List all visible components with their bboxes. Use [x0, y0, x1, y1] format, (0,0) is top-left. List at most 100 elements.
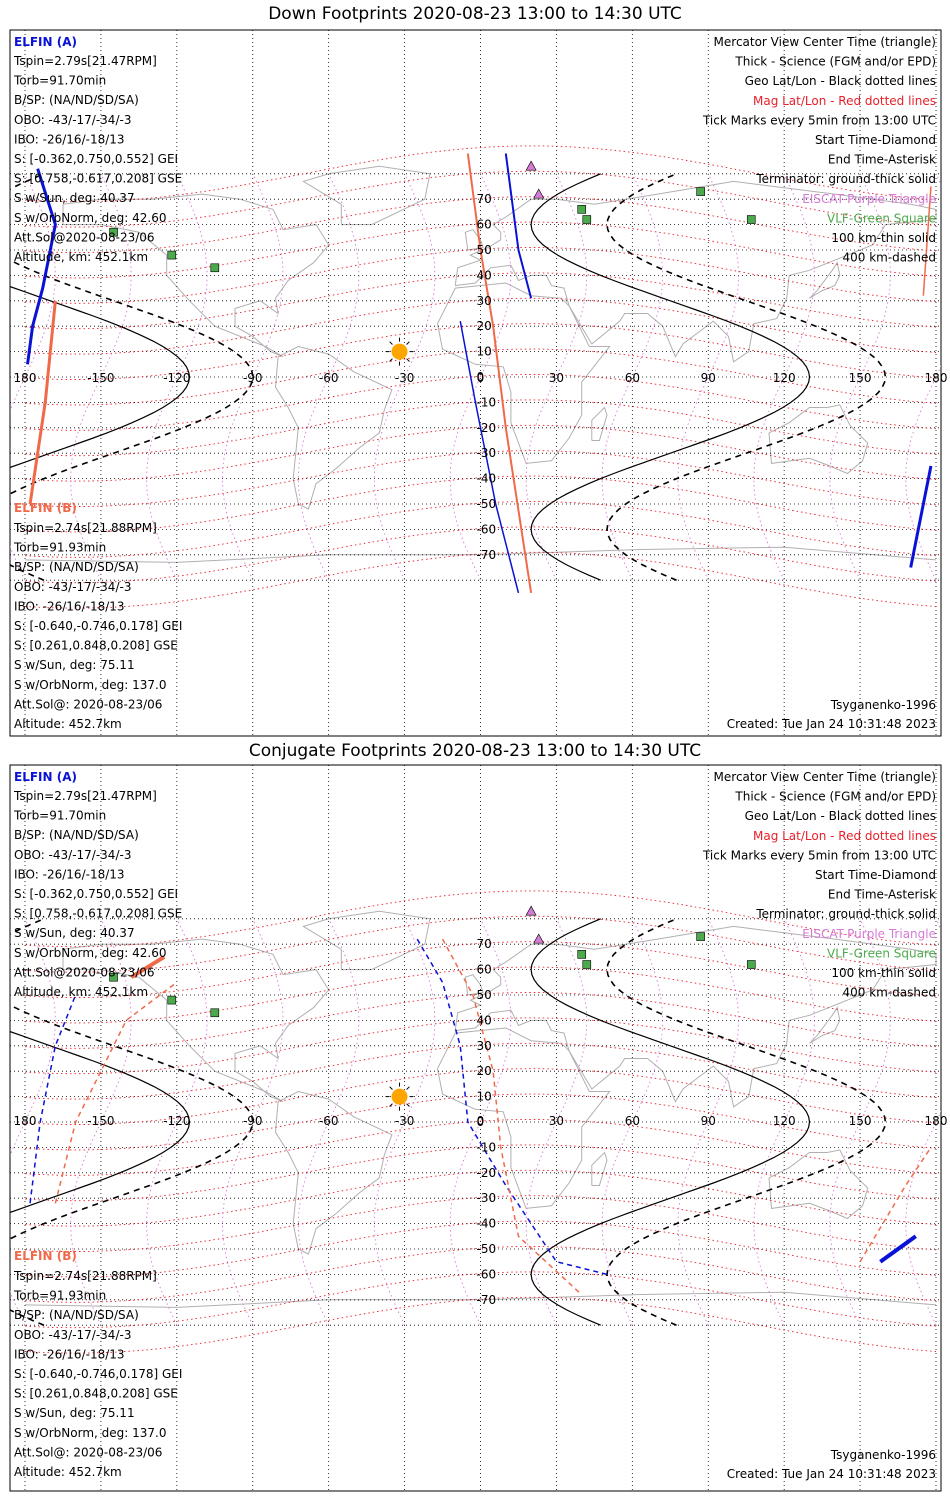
- elfin-b-info-line: Torb=91.93min: [13, 541, 106, 555]
- mag-meridian: [373, 918, 436, 1326]
- mag-parallel: [24, 1093, 937, 1151]
- elfin-b-info-line: Att.Sol@: 2020-08-23/06: [14, 697, 162, 711]
- coastline-8: [591, 1151, 608, 1186]
- vlf-square-icon: [109, 227, 118, 237]
- mag-parallel: [24, 890, 937, 948]
- mag-parallel: [24, 1296, 937, 1354]
- elfin-a-info-line: OBO: -43/-17/-34/-3: [14, 113, 131, 127]
- lat-tick-labels: 70 60 50 40 30 20 10 0 -10 -20 -30 -40 -50 -60 -70: [477, 192, 497, 562]
- legend-item: Start Time-Diamond: [815, 133, 936, 147]
- elfin-b-info: ELFIN (B) Tspin=2.74s[21.88RPM] Torb=91.9…: [13, 501, 182, 731]
- model-label: Tsyganenko-1996: [830, 1448, 936, 1462]
- elfin-a-info-line: IBO: -26/16/-18/13: [14, 867, 125, 881]
- mag-meridian: [601, 918, 664, 1326]
- eiscat-triangle-icon: [525, 160, 537, 171]
- lat-tick-label: 20: [477, 319, 492, 333]
- elfin-a-info-line: B/SP: (NA/ND/SD/SA): [14, 828, 139, 842]
- elfin-b-info-line: Altitude: 452.7km: [14, 717, 122, 731]
- mag-meridian: [677, 918, 740, 1326]
- lat-tick-label: 30: [477, 1039, 492, 1053]
- elfin-b-info-line: IBO: -26/16/-18/13: [14, 599, 125, 613]
- elfin-a-info-line: Tspin=2.79s[21.47RPM]: [13, 789, 157, 803]
- legend-item: VLF-Green Square: [827, 946, 936, 960]
- lon-tick-labels: 180 -150 -120 -90 -60 -30 0 30 60 90 120 150 180: [14, 371, 948, 385]
- legend-item: End Time-Asterisk: [828, 153, 936, 167]
- mag-parallel: [24, 170, 937, 228]
- mag-parallel: [24, 551, 937, 609]
- lon-tick-label: -30: [395, 371, 415, 385]
- elfin-b-track-east: [922, 186, 932, 296]
- lat-tick-label: -60: [477, 1267, 497, 1281]
- elfin-b-info-line: S: [0.261,0.848,0.208] GSE: [14, 1387, 178, 1401]
- legend-item: Mercator View Center Time (triangle): [714, 35, 936, 49]
- lat-tick-label: -20: [477, 1166, 497, 1180]
- sun-icon: [385, 337, 414, 366]
- elfin-b-info-line: Altitude: 452.7km: [14, 1465, 122, 1479]
- mag-parallel: [24, 992, 937, 1049]
- legend-item: Terminator: ground-thick solid: [755, 172, 936, 186]
- elfin-b-info-line: S: [0.261,0.848,0.208] GSE: [14, 639, 178, 653]
- legend-item: EISCAT-Purple Triangle: [802, 927, 936, 941]
- legend-item: EISCAT-Purple Triangle: [802, 192, 936, 206]
- vlf-square-icon: [577, 950, 587, 959]
- legend-item: VLF-Green Square: [827, 211, 936, 225]
- mag-parallel: [24, 272, 937, 330]
- lon-tick-label: 180: [14, 371, 37, 385]
- mag-meridian: [221, 918, 284, 1326]
- vlf-square-icon: [167, 250, 177, 260]
- legend-item: Tick Marks every 5min from 13:00 UTC: [702, 113, 936, 127]
- elfin-a-info-line: S: [0.758,-0.617,0.208] GSE: [14, 907, 182, 921]
- legend-item: 100 km-thin solid: [831, 966, 936, 980]
- mag-parallel: [24, 1042, 937, 1100]
- elfin-b-info-line: S w/Sun, deg: 75.11: [14, 658, 135, 672]
- mag-parallel: [24, 1195, 937, 1252]
- mag-meridian: [146, 173, 208, 581]
- lat-tick-label: -10: [477, 1140, 497, 1154]
- mag-meridian: [829, 173, 891, 581]
- lat-tick-label: -50: [477, 1242, 497, 1256]
- eiscat-triangle-icon: [533, 933, 545, 944]
- mag-parallel: [24, 475, 937, 533]
- elfin-a-info-line: S: [-0.362,0.750,0.552] GEI: [14, 152, 178, 166]
- mag-meridian: [905, 918, 941, 1326]
- lon-tick-label: 180: [925, 371, 948, 385]
- model-label: Tsyganenko-1996: [830, 698, 936, 712]
- terminator-west-100km: [10, 1030, 191, 1214]
- elfin-b-info-line: Att.Sol@: 2020-08-23/06: [14, 1445, 162, 1459]
- elfin-b-info-line: B/SP: (NA/ND/SD/SA): [14, 1308, 139, 1322]
- mag-parallel: [24, 915, 937, 973]
- vlf-square-icon: [696, 932, 705, 941]
- elfin-a-track-south: [459, 320, 520, 594]
- mag-meridian: [677, 173, 740, 581]
- lat-tick-label: 30: [477, 294, 492, 308]
- elfin-a-track: [26, 168, 57, 365]
- mag-parallel: [24, 450, 937, 507]
- elfin-a-track-east: [909, 465, 933, 568]
- lat-tick-label: 10: [477, 1090, 492, 1104]
- lon-tick-label: 60: [625, 1114, 640, 1128]
- mag-parallel: [24, 1220, 937, 1278]
- elfin-b-info-line: OBO: -43/-17/-34/-3: [14, 580, 131, 594]
- mag-parallel: [24, 399, 937, 457]
- terminator: [10, 173, 887, 581]
- lon-tick-label: 30: [549, 1114, 564, 1128]
- geo-grid: [10, 765, 941, 1491]
- mag-meridian: [829, 918, 891, 1326]
- lon-tick-label: 0: [477, 1114, 485, 1128]
- lat-tick-label: -30: [477, 1191, 497, 1205]
- lat-tick-label: -70: [477, 1293, 497, 1307]
- coastline-3: [454, 180, 937, 363]
- mag-parallel: [24, 1068, 937, 1125]
- lon-tick-label: -60: [319, 1114, 339, 1128]
- legend-item: Mag Lat/Lon - Red dotted lines: [753, 829, 936, 843]
- eiscat-triangle-icon: [533, 188, 545, 199]
- coastline-0: [62, 193, 330, 358]
- lat-tick-label: 10: [477, 345, 492, 359]
- lat-tick-label: 0: [477, 1115, 485, 1129]
- terminator-west-100km: [10, 285, 191, 469]
- elfin-b-info-line: S: [-0.640,-0.746,0.178] GEI: [14, 619, 182, 633]
- coastline-0: [62, 938, 330, 1103]
- legend-item: Thick - Science (FGM and/or EPD): [734, 55, 936, 69]
- ground-sites: [109, 905, 756, 1111]
